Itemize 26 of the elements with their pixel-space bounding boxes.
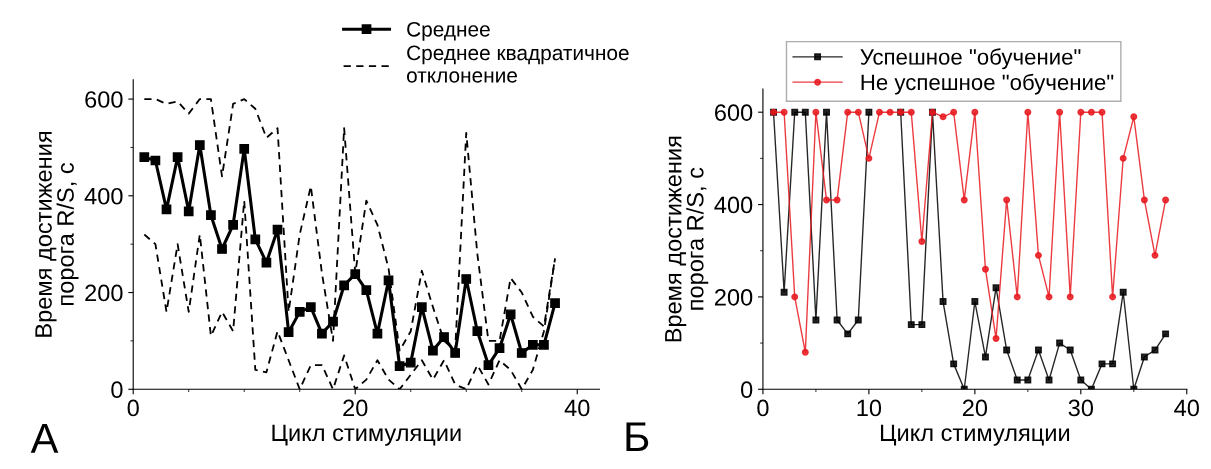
y-tick-label: 400 [714,196,753,214]
x-tick-label: 30 [1068,399,1094,417]
legend-label: Среднее [407,21,490,41]
x-tick-label: 40 [564,399,590,417]
x-tick-label: 20 [962,399,988,417]
legend-label: Успешное "обучение" [860,48,1081,70]
x-tick-label: 20 [343,399,368,417]
x-tick-label: 10 [857,399,882,417]
x-tick-label: 40 [1174,399,1199,417]
y-tick-label: 200 [85,284,123,302]
y-tick-label: 200 [715,288,753,306]
x-tick-label: 0 [127,399,139,417]
y-axis-title: Время достижения порога R/S, с [665,136,709,342]
x-tick-label: 0 [757,399,769,417]
y-axis-title: Время достижения порога R/S, с [35,132,79,337]
y-tick-label: 0 [741,381,753,399]
y-tick-label: 600 [715,104,753,121]
y-tick-label: 0 [111,381,123,399]
text: А [30,424,59,453]
y-tick-label: 600 [85,91,123,108]
x-axis-title: Цикл стимуляции [272,424,461,446]
text: Б [626,422,649,452]
x-axis-title: Цикл стимуляции [880,424,1070,446]
y-tick-label: 400 [84,187,123,205]
legend-label: Среднее квадратичное отклонение [406,45,629,83]
legend-label: Не успешное "обучение" [861,73,1114,95]
